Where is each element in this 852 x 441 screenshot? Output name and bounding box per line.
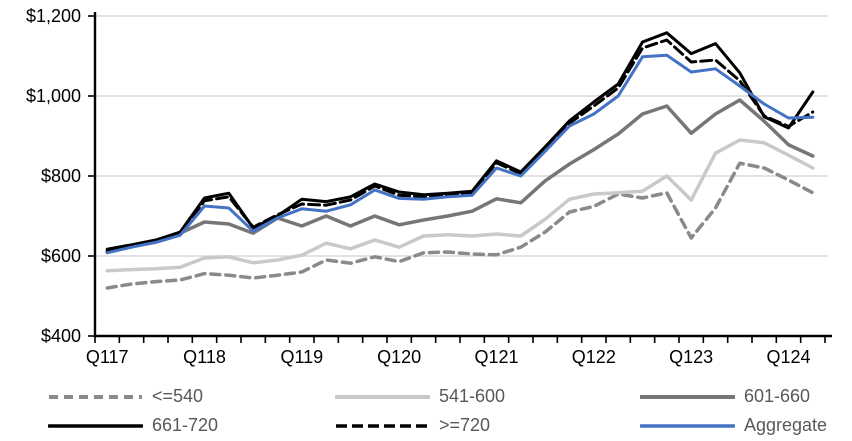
legend-item-601-660[interactable]: 601-660: [640, 382, 810, 411]
legend-label: <=540: [152, 386, 204, 406]
series-720: [105, 38, 815, 253]
series-aggregate: [105, 53, 815, 255]
x-axis-label: Q123: [669, 347, 713, 367]
x-axis-label: Q121: [474, 347, 518, 367]
legend-swatch-601-660-line: [640, 394, 735, 399]
y-axis-label: $600: [41, 246, 81, 266]
legend-item-540[interactable]: <=540: [48, 382, 203, 411]
y-axis-label: $400: [41, 326, 81, 346]
legend-label: 601-660: [744, 386, 811, 406]
plot-area: $400 $600 $800 $1,000 $1,200 Q117 Q118 Q119 Q120…: [26, 6, 832, 367]
legend-swatch-aggregate-line: [640, 423, 735, 428]
legend-row-1: <=540 541-600 601-660: [0, 382, 852, 411]
x-axis-label: Q124: [766, 347, 810, 367]
legend-item-720[interactable]: >=720: [335, 411, 490, 440]
x-axis-label: Q120: [377, 347, 421, 367]
series-661-720: [105, 31, 815, 251]
legend-swatch-661-720-line: [48, 423, 143, 428]
legend-label: Aggregate: [744, 415, 828, 435]
legend-item-541-600[interactable]: 541-600: [335, 382, 505, 411]
chart-legend: <=540 541-600 601-660 661-720 >=720 Aggregat…: [0, 382, 852, 440]
y-axis-label: $1,000: [26, 86, 81, 106]
legend-swatch-541-600-line: [335, 394, 430, 399]
series-540: [105, 161, 815, 290]
legend-label: 661-720: [152, 415, 219, 435]
y-axis-label: $800: [41, 166, 81, 186]
legend-row-2: 661-720 >=720 Aggregate: [0, 411, 852, 440]
x-axis-label: Q117: [86, 347, 129, 367]
x-axis-label: Q122: [572, 347, 616, 367]
legend-label: >=720: [439, 415, 491, 435]
legend-item-661-720[interactable]: 661-720: [48, 411, 218, 440]
legend-swatch-540-line: [49, 394, 142, 399]
x-axis-label: Q118: [183, 347, 226, 367]
chart-svg: $400 $600 $800 $1,000 $1,200 Q117 Q118 Q119 Q120…: [26, 6, 832, 367]
x-axis-label: Q119: [280, 347, 323, 367]
legend-swatch-720-line: [336, 423, 429, 428]
series-601-660: [105, 98, 815, 254]
y-axis-label: $1,200: [26, 6, 81, 26]
legend-item-aggregate[interactable]: Aggregate: [640, 411, 827, 440]
legend-label: 541-600: [439, 386, 506, 406]
series-541-600: [105, 138, 815, 273]
